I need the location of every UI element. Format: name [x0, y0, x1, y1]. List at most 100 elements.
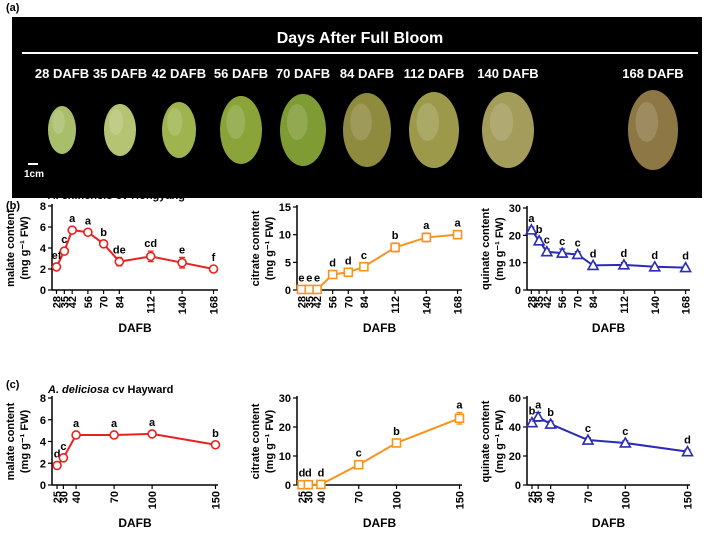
stage-label: 84 DAFB	[340, 66, 394, 81]
significance-letter: c	[544, 235, 550, 247]
significance-letter: f	[212, 252, 216, 264]
marker	[679, 260, 692, 273]
x-axis-label: DAFB	[118, 516, 152, 530]
marker	[390, 242, 400, 253]
marker	[59, 246, 70, 256]
significance-letter: c	[61, 234, 67, 246]
y-tick-label: 20	[279, 422, 291, 434]
y-tick-label: 15	[279, 202, 291, 214]
x-tick-label: 84	[588, 295, 600, 308]
x-tick-label: 28	[51, 296, 63, 308]
significance-letter: a	[85, 215, 92, 227]
x-tick-label: 42	[67, 296, 79, 308]
fruit-photo	[220, 96, 262, 164]
significance-letter: a	[111, 418, 118, 430]
marker	[327, 269, 338, 280]
significance-letter: d	[684, 435, 691, 447]
y-axis-unit: (mg g⁻¹ FW)	[19, 410, 31, 474]
significance-letter: e	[179, 244, 185, 256]
marker	[304, 284, 315, 295]
significance-letter: c	[622, 426, 628, 438]
y-tick-label: 0	[285, 480, 291, 492]
x-tick-label: 30	[58, 491, 70, 503]
x-tick-label: 140	[421, 296, 433, 314]
y-tick-label: 10	[279, 451, 291, 463]
significance-letter: a	[454, 218, 461, 230]
marker	[586, 258, 600, 271]
x-tick-label: 150	[683, 491, 695, 509]
significance-letter: d	[682, 251, 689, 263]
banner-title: Days After Full Bloom	[277, 30, 444, 47]
x-tick-label: 70	[109, 491, 121, 503]
marker	[540, 245, 554, 257]
cultivar: cv Hongyang	[116, 190, 185, 202]
y-axis-label: citrate content	[250, 403, 262, 479]
fruit-photo	[628, 90, 678, 170]
marker	[67, 225, 77, 235]
marker	[452, 229, 463, 240]
x-tick-label: 70	[354, 491, 366, 503]
y-tick-label: 6	[40, 415, 46, 427]
y-axis-label: quinate content	[480, 400, 492, 482]
significance-letter: e	[306, 272, 312, 284]
x-tick-label: 112	[390, 296, 402, 314]
scale-label: 1cm	[24, 169, 44, 180]
y-tick-label: 4	[40, 243, 47, 255]
marker	[303, 479, 314, 490]
x-tick-label: 100	[147, 491, 159, 509]
y-axis-unit: (mg g⁻¹ FW)	[19, 216, 31, 280]
stage-label: 56 DAFB	[214, 66, 268, 81]
panel-label: (c)	[6, 379, 20, 391]
significance-letter: de	[113, 244, 126, 256]
fruit-photo	[280, 94, 326, 166]
significance-letter: b	[393, 426, 400, 438]
species: A. deliciosa	[47, 384, 109, 396]
y-tick-label: 0	[285, 285, 291, 297]
y-tick-label: 30	[279, 393, 291, 405]
fruit-highlight	[635, 102, 658, 142]
panel-title: A. deliciosa cv Hayward	[47, 384, 173, 396]
x-axis-label: DAFB	[592, 321, 626, 335]
y-tick-label: 6	[40, 222, 46, 234]
marker	[98, 239, 109, 249]
fruit-highlight	[350, 103, 372, 141]
x-tick-label: 42	[312, 296, 324, 308]
x-tick-label: 40	[71, 491, 83, 503]
marker	[71, 430, 81, 440]
x-tick-label: 28	[296, 296, 308, 308]
y-tick-label: 4	[40, 437, 47, 449]
y-tick-label: 8	[40, 393, 46, 405]
x-axis-label: DAFB	[592, 516, 626, 530]
marker	[114, 256, 125, 267]
fruit-photo	[162, 102, 196, 158]
y-tick-label: 10	[279, 230, 291, 242]
x-tick-label: 56	[328, 296, 340, 308]
significance-letter: d	[305, 468, 312, 480]
y-tick-label: 20	[509, 230, 521, 242]
x-tick-label: 56	[557, 296, 569, 308]
x-tick-label: 112	[146, 296, 158, 314]
series-line	[301, 233, 458, 291]
y-axis-unit: (mg g⁻¹ FW)	[264, 217, 276, 281]
stage-label: 140 DAFB	[477, 66, 538, 81]
x-tick-label: 25	[527, 491, 539, 503]
x-tick-label: 140	[650, 296, 662, 314]
series-line	[302, 417, 460, 486]
significance-letter: b	[529, 406, 536, 418]
significance-letter: b	[212, 428, 219, 440]
y-tick-label: 5	[285, 257, 291, 269]
marker	[359, 261, 369, 272]
marker	[145, 251, 156, 262]
x-tick-label: 100	[392, 491, 404, 509]
x-tick-label: 70	[99, 296, 111, 308]
x-tick-label: 100	[620, 491, 632, 509]
panel-label: (b)	[6, 200, 20, 212]
significance-letter: d	[318, 467, 325, 479]
significance-letter: d	[54, 448, 61, 460]
fruit-highlight	[226, 105, 246, 139]
x-tick-label: 140	[177, 296, 189, 314]
y-tick-label: 2	[40, 264, 46, 276]
significance-letter: a	[535, 400, 542, 412]
marker	[421, 232, 432, 243]
